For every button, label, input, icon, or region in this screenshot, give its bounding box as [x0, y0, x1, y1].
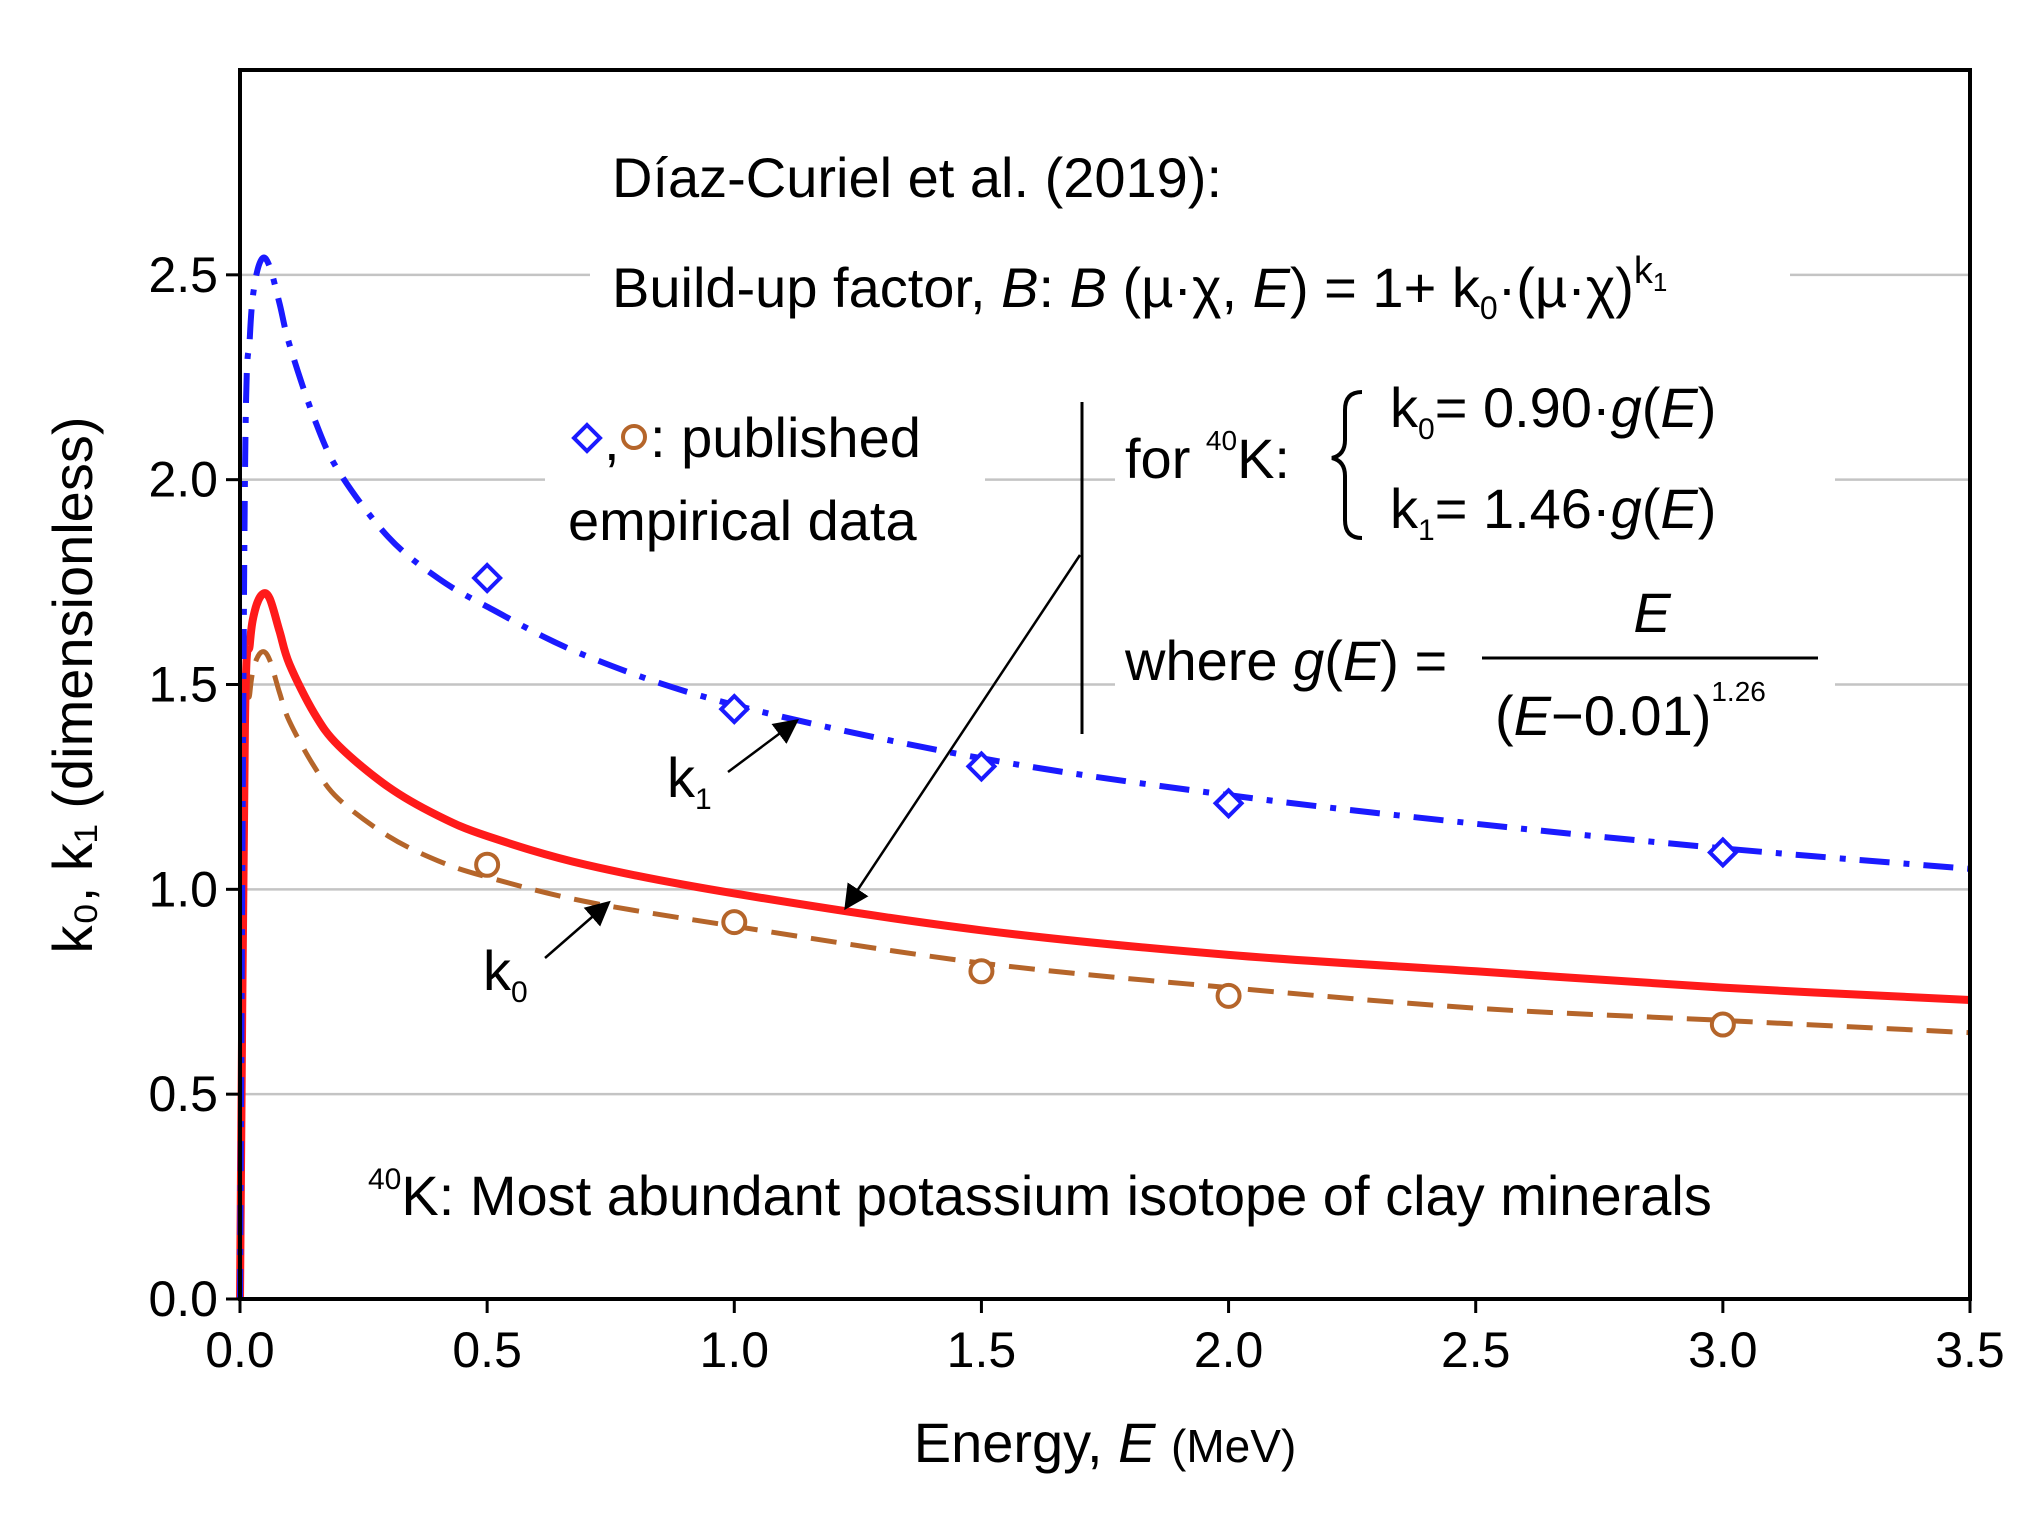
for-isotope-label: for 40K:	[1125, 425, 1290, 490]
circle-marker	[1215, 982, 1242, 1009]
footnote: 40K: Most abundant potassium isotope of …	[368, 1163, 1712, 1227]
x-tick-label: 0.0	[205, 1322, 275, 1378]
x-tick-label: 3.0	[1688, 1322, 1758, 1378]
y-tick-label: 1.0	[148, 861, 218, 917]
x-tick-label: 2.5	[1441, 1322, 1511, 1378]
diamond-marker	[718, 693, 751, 725]
series-line-0	[237, 254, 1971, 1300]
circle-marker	[968, 958, 995, 985]
fraction-denominator: (E−0.01)1.26	[1495, 676, 1766, 747]
legend-text-line1: : published	[650, 406, 921, 469]
x-tick-label: 1.5	[947, 1322, 1017, 1378]
buildup-formula: Build-up factor, B: B (µ·χ, E) = 1+ k0·(…	[612, 250, 1667, 326]
y-tick-label: 2.0	[148, 452, 218, 508]
divider-arrow	[844, 554, 1082, 911]
marker-layer	[471, 562, 1739, 1038]
circle-marker	[721, 909, 748, 936]
axis-ticks: 0.0 0.5 1.0 1.5 2.0 2.5 0.0 0.5 1.0 1.5 2.0 2.5 3.0 3…	[148, 247, 2004, 1378]
brace-icon	[1331, 390, 1363, 540]
k0-arrow	[544, 900, 611, 959]
legend-circle-icon	[621, 424, 647, 450]
series-layer	[236, 254, 1971, 1300]
k1-series-label: k1	[667, 746, 712, 816]
x-tick-label: 2.0	[1194, 1322, 1264, 1378]
eq-bg	[1115, 400, 1835, 740]
where-label: where g(E) =	[1124, 629, 1447, 692]
y-tick-label: 0.5	[148, 1066, 218, 1122]
x-tick-label: 0.5	[452, 1322, 522, 1378]
legend-text-line2: empirical data	[568, 489, 917, 552]
diamond-marker	[471, 562, 503, 594]
diamond-marker	[1707, 836, 1739, 869]
diamond-marker	[965, 750, 998, 783]
k1-arrow	[727, 719, 800, 774]
y-tick-label: 0.0	[148, 1271, 218, 1327]
y-axis-label: k₀, k₁ (dimensionless)	[41, 417, 104, 954]
equation-k1: k1= 1.46·g(E)	[1390, 477, 1716, 547]
marker-legend: , : published empirical data	[568, 406, 921, 552]
x-axis-label: Energy, E (MeV)	[914, 1411, 1297, 1474]
fraction-numerator: E	[1633, 581, 1671, 644]
series-line-1	[236, 589, 1971, 1300]
title-bg	[590, 245, 1790, 325]
series-line-2	[237, 649, 1971, 1300]
k0-series-label: k0	[483, 939, 528, 1009]
x-tick-label: 3.5	[1935, 1322, 2005, 1378]
diamond-marker	[1212, 787, 1245, 820]
legend-diamond-icon	[571, 422, 603, 454]
circle-marker	[474, 851, 501, 878]
circle-marker	[1709, 1011, 1736, 1038]
legend-separator: ,	[604, 409, 620, 472]
y-tick-label: 2.5	[148, 247, 218, 303]
equation-k0: k0= 0.90·g(E)	[1390, 376, 1716, 446]
y-tick-label: 1.5	[148, 657, 218, 713]
chart-title: Díaz-Curiel et al. (2019):	[612, 146, 1222, 209]
legend-bg	[545, 400, 985, 560]
x-tick-label: 1.0	[700, 1322, 770, 1378]
